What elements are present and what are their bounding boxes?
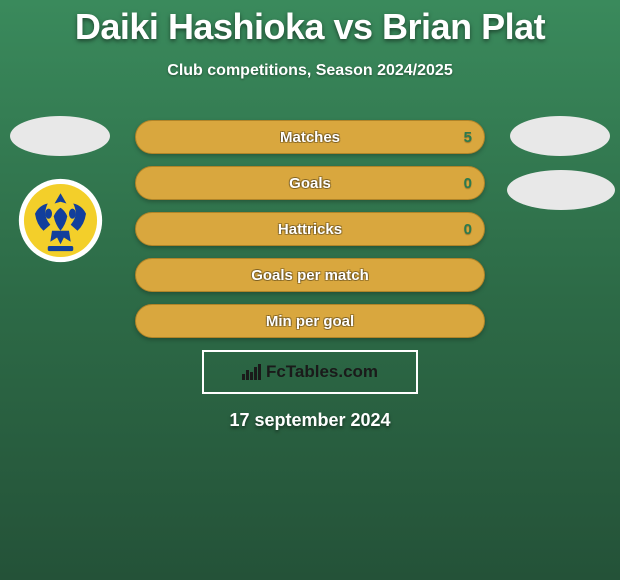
club-crest-icon — [18, 178, 103, 263]
stat-label: Min per goal — [266, 313, 354, 330]
player-right-avatar — [510, 116, 610, 156]
club-badge-right — [507, 170, 615, 210]
page-title: Daiki Hashioka vs Brian Plat — [0, 0, 620, 48]
stat-label: Goals per match — [251, 267, 369, 284]
stat-row-goals-per-match: Goals per match — [135, 258, 485, 292]
watermark-label: FcTables.com — [266, 362, 378, 382]
stat-value-right: 0 — [464, 175, 472, 192]
stat-label: Hattricks — [278, 221, 342, 238]
watermark: FcTables.com — [202, 350, 418, 394]
chart-bars-icon — [242, 364, 262, 380]
stat-row-min-per-goal: Min per goal — [135, 304, 485, 338]
club-badge-left — [18, 178, 103, 263]
stat-row-goals: Goals 0 — [135, 166, 485, 200]
date-label: 17 september 2024 — [135, 410, 485, 431]
stat-row-hattricks: Hattricks 0 — [135, 212, 485, 246]
stat-row-matches: Matches 5 — [135, 120, 485, 154]
stat-label: Matches — [280, 129, 340, 146]
stat-value-right: 0 — [464, 221, 472, 238]
stat-label: Goals — [289, 175, 331, 192]
stats-container: Matches 5 Goals 0 Hattricks 0 Goals per … — [135, 120, 485, 431]
stat-value-right: 5 — [464, 129, 472, 146]
player-left-avatar — [10, 116, 110, 156]
subtitle: Club competitions, Season 2024/2025 — [0, 62, 620, 80]
